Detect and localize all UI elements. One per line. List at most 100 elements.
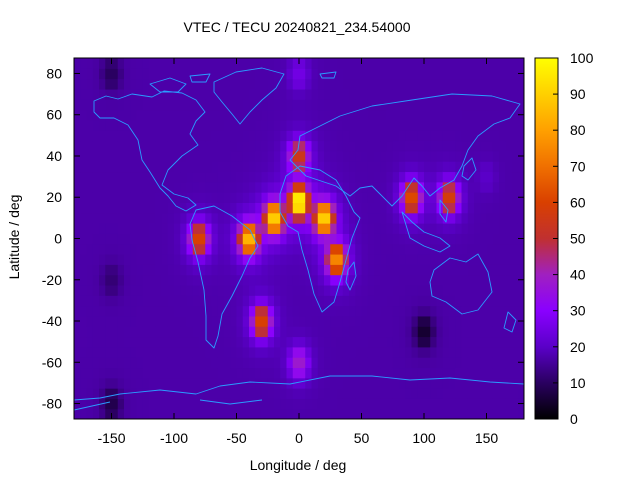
heatmap-cell [211, 109, 219, 121]
heatmap-cell [330, 99, 338, 111]
heatmap-cell [305, 264, 313, 276]
heatmap-cell [461, 58, 469, 69]
heatmap-cell [399, 150, 406, 162]
heatmap-cell [399, 388, 406, 399]
heatmap-cell [311, 212, 319, 224]
heatmap-cell [205, 408, 213, 419]
heatmap-cell [111, 202, 119, 214]
heatmap-cell [142, 336, 150, 348]
heatmap-cell [455, 202, 463, 214]
heatmap-cell [361, 295, 369, 307]
heatmap-cell [199, 202, 206, 214]
heatmap-cell [430, 233, 438, 245]
heatmap-cell [180, 88, 188, 100]
heatmap-cell [149, 284, 156, 296]
heatmap-cell [455, 192, 463, 203]
heatmap-cell [142, 192, 150, 203]
heatmap-cell [105, 150, 113, 162]
heatmap-cell [299, 233, 306, 245]
heatmap-cell [86, 398, 94, 410]
heatmap-cell [74, 78, 81, 90]
heatmap-cell [461, 315, 469, 327]
heatmap-cell [324, 253, 331, 265]
heatmap-cell [92, 202, 100, 214]
heatmap-cell [80, 253, 88, 265]
heatmap-cell [286, 140, 294, 152]
heatmap-cell [380, 315, 388, 327]
heatmap-cell [161, 78, 169, 90]
heatmap-cell [99, 109, 106, 121]
heatmap-cell [311, 140, 319, 152]
heatmap-cell [436, 68, 444, 80]
heatmap-cell [267, 243, 275, 255]
heatmap-cell [317, 223, 325, 234]
heatmap-cell [149, 192, 156, 203]
heatmap-cell [161, 243, 169, 255]
heatmap-cell [361, 305, 369, 317]
heatmap-cell [417, 161, 425, 173]
heatmap-cell [392, 171, 400, 183]
heatmap-cell [324, 398, 331, 410]
heatmap-cell [105, 408, 113, 419]
heatmap-cell [205, 326, 213, 338]
heatmap-cell [455, 243, 463, 255]
heatmap-cell [224, 181, 231, 193]
heatmap-cell [255, 253, 263, 265]
heatmap-cell [249, 140, 256, 152]
heatmap-cell [355, 408, 363, 419]
heatmap-cell [442, 150, 450, 162]
heatmap-cell [192, 408, 200, 419]
heatmap-cell [380, 388, 388, 399]
heatmap-cell [324, 58, 331, 69]
heatmap-cell [486, 346, 494, 358]
heatmap-cell [499, 346, 506, 358]
heatmap-cell [424, 326, 431, 338]
heatmap-cell [299, 140, 306, 152]
heatmap-cell [124, 130, 131, 142]
heatmap-cell [249, 408, 256, 419]
heatmap-cell [392, 68, 400, 80]
heatmap-cell [111, 326, 119, 338]
heatmap-cell [274, 336, 281, 348]
heatmap-cell [180, 295, 188, 307]
heatmap-cell [442, 346, 450, 358]
heatmap-cell [242, 357, 250, 369]
heatmap-cell [99, 264, 106, 276]
heatmap-cell [467, 58, 475, 69]
heatmap-cell [299, 181, 306, 193]
heatmap-cell [80, 336, 88, 348]
heatmap-cell [130, 233, 138, 245]
heatmap-cell [361, 346, 369, 358]
heatmap-cell [180, 398, 188, 410]
heatmap-cell [205, 243, 213, 255]
heatmap-cell [399, 212, 406, 224]
heatmap-cell [386, 181, 394, 193]
heatmap-cell [367, 233, 375, 245]
heatmap-cell [99, 326, 106, 338]
heatmap-cell [461, 171, 469, 183]
heatmap-cell [249, 99, 256, 111]
heatmap-cell [99, 88, 106, 100]
heatmap-cell [224, 367, 231, 379]
heatmap-cell [224, 119, 231, 131]
heatmap-cell [161, 119, 169, 131]
heatmap-cell [161, 223, 169, 234]
heatmap-cell [161, 315, 169, 327]
heatmap-cell [117, 58, 125, 69]
heatmap-cell [436, 150, 444, 162]
heatmap-cell [436, 377, 444, 389]
heatmap-cell [236, 243, 244, 255]
heatmap-cell [142, 212, 150, 224]
heatmap-cell [149, 346, 156, 358]
heatmap-cell [86, 388, 94, 399]
heatmap-cell [411, 408, 419, 419]
heatmap-cell [374, 388, 381, 399]
heatmap-cell [205, 99, 213, 111]
heatmap-cell [92, 99, 100, 111]
heatmap-cell [161, 202, 169, 214]
heatmap-cell [467, 233, 475, 245]
heatmap-cell [367, 88, 375, 100]
heatmap-cell [311, 202, 319, 214]
heatmap-cell [292, 78, 300, 90]
